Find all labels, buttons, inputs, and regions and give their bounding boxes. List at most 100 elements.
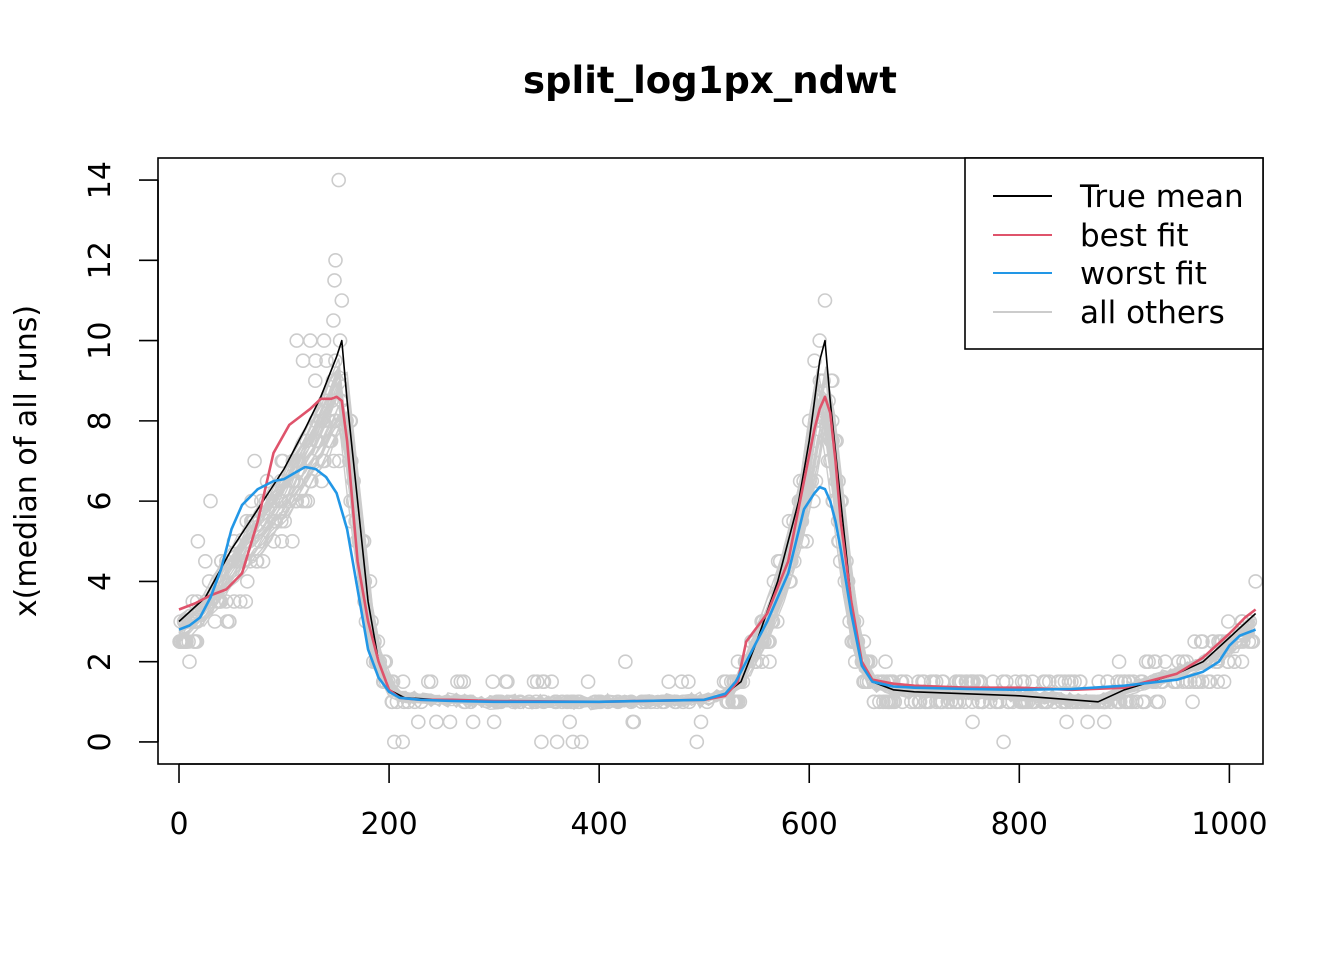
data-point — [211, 594, 226, 609]
data-point — [190, 614, 205, 629]
data-point — [732, 694, 748, 710]
data-point — [689, 734, 705, 750]
data-point — [485, 674, 501, 690]
data-point — [395, 674, 411, 690]
background-run-line — [178, 393, 1256, 706]
data-point — [618, 654, 633, 670]
data-point — [667, 694, 683, 710]
data-point — [1034, 694, 1050, 710]
x-tick-label: 200 — [360, 807, 417, 842]
background-run-line — [178, 411, 1256, 708]
data-point — [1147, 654, 1163, 670]
data-point — [866, 694, 882, 710]
data-point — [974, 694, 990, 710]
data-point — [699, 694, 715, 710]
data-point — [998, 674, 1014, 690]
data-point — [1248, 574, 1263, 589]
data-point — [1175, 674, 1191, 690]
data-point — [273, 513, 289, 529]
legend: True mean best fit worst fit all others — [964, 157, 1264, 350]
data-point — [240, 574, 255, 589]
data-point — [222, 614, 237, 629]
data-point — [324, 393, 340, 409]
data-point — [562, 714, 578, 730]
data-point — [661, 674, 677, 690]
data-point — [949, 694, 965, 710]
data-point — [1201, 674, 1216, 690]
data-point — [725, 694, 740, 710]
data-point — [730, 654, 746, 670]
data-point — [1129, 694, 1144, 710]
data-point — [273, 493, 289, 509]
data-point — [807, 353, 822, 369]
data-point — [265, 493, 281, 509]
data-point — [285, 533, 300, 549]
data-point — [1063, 694, 1078, 710]
data-point — [693, 714, 709, 730]
data-point — [1214, 634, 1230, 649]
data-point — [370, 634, 386, 649]
data-point — [1185, 694, 1200, 710]
data-point — [255, 553, 271, 569]
data-point — [957, 694, 973, 710]
data-point — [1210, 674, 1225, 690]
data-point — [203, 493, 218, 509]
data-point — [328, 353, 343, 369]
data-point — [933, 694, 949, 710]
data-point — [1216, 674, 1232, 690]
y-tick-label: 8 — [83, 411, 118, 430]
data-point — [1210, 654, 1225, 670]
x-tick-label: 0 — [169, 807, 188, 842]
data-point — [526, 674, 542, 690]
data-point — [295, 353, 311, 369]
data-point — [190, 533, 206, 549]
data-point — [1221, 614, 1236, 629]
background-run-line — [178, 423, 1256, 709]
data-point — [319, 393, 335, 409]
data-point — [762, 654, 777, 670]
data-point — [940, 694, 956, 710]
data-point — [784, 553, 799, 569]
data-point — [738, 654, 753, 670]
data-point — [334, 293, 350, 308]
chart-title: split_log1px_ndwt — [523, 59, 897, 102]
data-point — [535, 674, 551, 690]
y-tick-label: 12 — [83, 241, 118, 279]
data-point — [319, 353, 334, 369]
y-axis-title: x(median of all runs) — [9, 305, 44, 617]
data-point — [198, 553, 213, 569]
legend-label-worst-fit: worst fit — [1080, 256, 1207, 292]
data-point — [386, 734, 402, 750]
data-point — [1018, 694, 1034, 710]
data-point — [281, 493, 297, 509]
y-tick-label: 10 — [83, 322, 118, 360]
data-point — [218, 594, 234, 609]
data-point — [813, 413, 829, 429]
data-point — [331, 172, 347, 188]
data-point — [316, 333, 332, 348]
data-point — [289, 333, 305, 348]
data-point — [500, 674, 515, 690]
data-point — [226, 594, 242, 609]
data-point — [817, 293, 833, 308]
data-point — [1191, 674, 1206, 690]
data-point — [1245, 634, 1261, 649]
legend-label-true-mean: True mean — [1079, 179, 1244, 215]
data-point — [995, 674, 1011, 690]
data-point — [177, 634, 192, 649]
data-point — [331, 453, 347, 469]
data-point — [878, 654, 893, 670]
series-lines — [178, 339, 1257, 704]
data-point — [249, 553, 265, 569]
data-point — [812, 333, 828, 348]
data-point — [824, 373, 840, 389]
data-point — [1058, 694, 1074, 710]
data-point — [407, 694, 423, 710]
data-point — [918, 694, 933, 710]
data-point — [1151, 694, 1167, 710]
observed-points — [172, 172, 1263, 750]
data-point — [189, 594, 205, 609]
data-point — [681, 674, 696, 690]
data-point — [274, 533, 290, 549]
x-axis: 0 200 400 600 800 1000 — [169, 763, 1268, 842]
